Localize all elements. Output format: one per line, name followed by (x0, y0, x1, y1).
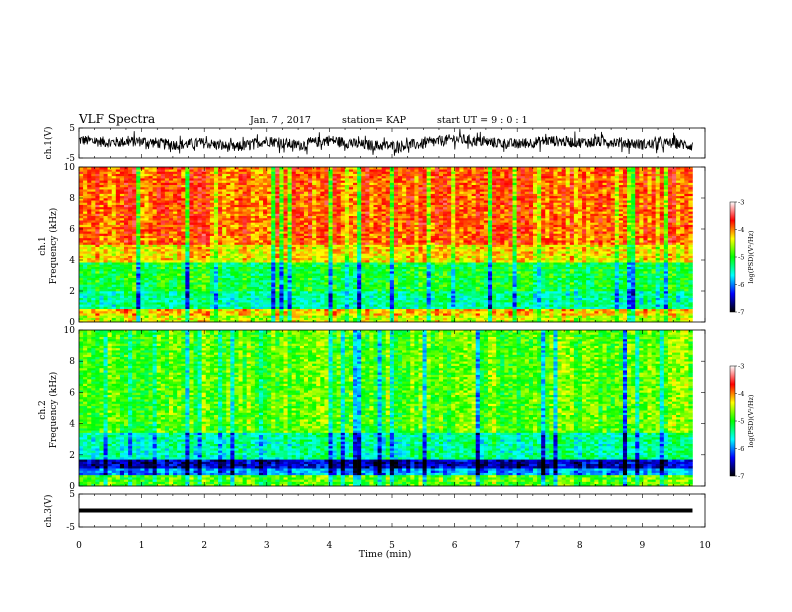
ch2-spectrogram-panel (79, 330, 693, 487)
ch1-voltage-panel (78, 128, 693, 156)
ch1-channel-label: ch.1 (38, 236, 48, 255)
spectrogram-band (79, 167, 693, 245)
y-tick-label: 8 (69, 194, 75, 204)
time-axis-label: Time (min) (359, 549, 412, 560)
x-tick-label: 10 (699, 541, 711, 551)
ch1-voltage-trace (78, 128, 693, 156)
colorbar-tick-label: -4 (738, 226, 744, 234)
colorbar-label: log(PSD)(V²/Hz) (747, 230, 755, 283)
spectrogram-band (79, 330, 693, 433)
x-tick-label: 0 (76, 541, 82, 551)
spectrogram-band (79, 432, 693, 460)
start-ut-label: start UT = 9 : 0 : 1 (437, 115, 528, 126)
x-tick-label: 9 (640, 541, 646, 551)
ch2-frequency-ylabel: Frequency (kHz) (48, 372, 59, 449)
date-label: Jan. 7 , 2017 (249, 115, 311, 126)
colorbar-tick-label: -3 (738, 363, 744, 371)
spectrogram-band (79, 468, 693, 476)
colorbar-tick-label: -6 (738, 281, 744, 289)
colorbar-gradient (729, 365, 736, 477)
spectrogram-band (79, 315, 693, 323)
spectrogram-band (79, 262, 693, 292)
y-tick-label: 6 (69, 388, 75, 398)
y-tick-label: 6 (69, 225, 75, 235)
y-tick-label: 8 (69, 357, 75, 367)
x-tick-label: 3 (264, 541, 270, 551)
ch1-colorbar: -3 -4 -5 -6 -7 log(PSD)(V²/Hz) (729, 199, 755, 317)
y-tick-label: -5 (66, 154, 75, 164)
x-tick-label: 1 (139, 541, 145, 551)
x-tick-label: 4 (327, 541, 333, 551)
spectrogram-band (79, 459, 693, 469)
x-tick-label: 5 (389, 541, 395, 551)
spectrogram-band (79, 291, 693, 310)
x-tick-label: 2 (201, 541, 207, 551)
ch2-colorbar: -3 -4 -5 -6 -7 log(PSD)(V²/Hz) (729, 363, 755, 481)
x-tick-label: 6 (452, 541, 458, 551)
y-tick-label: 10 (64, 163, 76, 173)
y-tick-label: 10 (64, 326, 76, 336)
spectrogram-band (79, 308, 693, 316)
y-tick-label: 2 (69, 451, 75, 461)
colorbar-tick-label: -7 (738, 473, 744, 481)
spectrogram-band (79, 244, 693, 263)
colorbar-tick-label: -5 (738, 418, 744, 426)
y-tick-label: 0 (69, 318, 75, 328)
ch1-voltage-ylabel: ch.1(V) (43, 127, 54, 160)
y-tick-label: 5 (69, 124, 75, 134)
spectrogram-band (79, 474, 693, 487)
station-label: station= KAP (342, 115, 407, 126)
ch1-frequency-ylabel: Frequency (kHz) (48, 208, 59, 285)
ch1-spectrogram-panel (79, 167, 693, 323)
colorbar-tick-label: -6 (738, 445, 744, 453)
x-tick-label: 8 (577, 541, 583, 551)
colorbar-tick-label: -3 (738, 199, 744, 207)
colorbar-gradient (729, 201, 736, 313)
colorbar-tick-label: -4 (738, 390, 744, 398)
ch3-voltage-ylabel: ch.3(V) (43, 495, 54, 528)
x-tick-label: 7 (514, 541, 520, 551)
time-axis: 0 1 2 3 4 5 6 7 8 9 10 (76, 541, 711, 551)
colorbar-tick-label: -5 (738, 254, 744, 262)
y-tick-label: 5 (69, 490, 75, 500)
y-tick-label: 2 (69, 287, 75, 297)
y-tick-label: 4 (69, 420, 75, 430)
colorbar-label: log(PSD)(V²/Hz) (747, 394, 755, 447)
ch2-channel-label: ch.2 (38, 400, 48, 419)
figure-title: VLF Spectra (78, 112, 155, 126)
y-tick-label: -5 (66, 523, 75, 533)
y-tick-label: 4 (69, 256, 75, 266)
colorbar-tick-label: -7 (738, 309, 744, 317)
y-tick-label: 0 (69, 482, 75, 492)
